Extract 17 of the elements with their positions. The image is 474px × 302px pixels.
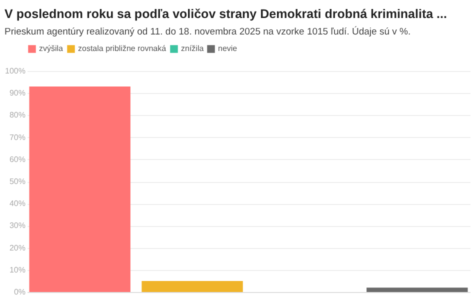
y-tick-label: 0%: [14, 288, 26, 296]
y-tick-label: 90%: [9, 88, 26, 98]
y-tick-label: 50%: [9, 177, 26, 186]
legend-label: znížila: [181, 44, 204, 53]
legend-label: nevie: [218, 44, 238, 53]
legend-label: zostala približne rovnaká: [78, 44, 167, 53]
y-tick-label: 40%: [9, 199, 26, 208]
y-tick-label: 70%: [9, 132, 26, 142]
y-tick-label: 100%: [5, 66, 26, 76]
y-tick-label: 30%: [9, 221, 26, 230]
legend-label: zvýšila: [39, 44, 64, 53]
y-tick-label: 80%: [9, 110, 26, 120]
chart-subtitle: Prieskum agentúry realizovaný od 11. do 18. novembra 2025 na vzorke 1015 ľudí. Údaje sú v %.: [4, 26, 411, 38]
y-tick-label: 60%: [9, 154, 26, 164]
y-tick-label: 20%: [9, 243, 26, 252]
y-tick-label: 10%: [9, 265, 26, 274]
chart-title: V poslednom roku sa podľa voličov strany Demokrati drobná kriminalita ...: [4, 7, 447, 21]
